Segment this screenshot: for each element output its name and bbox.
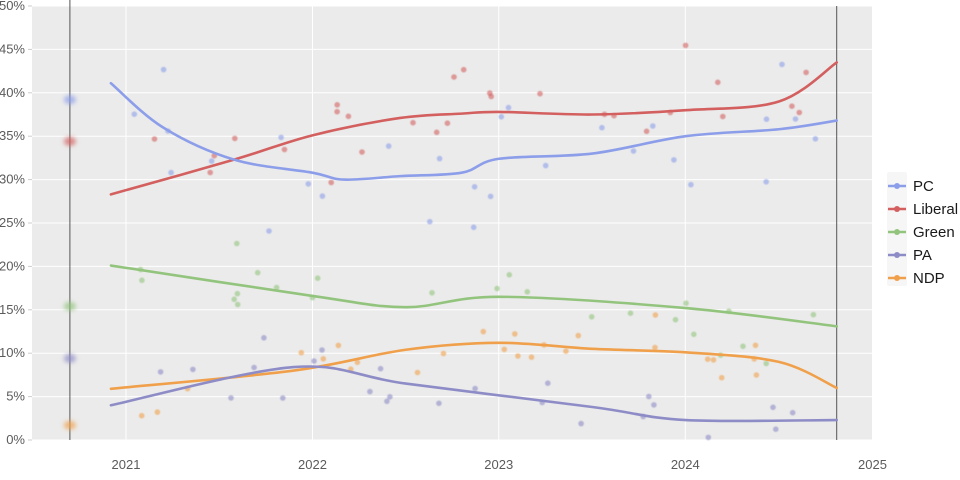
svg-text:Liberal: Liberal xyxy=(913,201,958,218)
svg-text:2023: 2023 xyxy=(484,457,513,472)
svg-text:2022: 2022 xyxy=(298,457,327,472)
svg-text:NDP: NDP xyxy=(913,270,945,287)
svg-text:40%: 40% xyxy=(0,85,25,100)
svg-text:30%: 30% xyxy=(0,172,25,187)
svg-text:25%: 25% xyxy=(0,215,25,230)
svg-text:2025: 2025 xyxy=(858,457,887,472)
svg-text:PA: PA xyxy=(913,247,932,264)
svg-text:2021: 2021 xyxy=(112,457,141,472)
svg-text:20%: 20% xyxy=(0,258,25,273)
svg-text:5%: 5% xyxy=(6,389,25,404)
svg-text:2024: 2024 xyxy=(671,457,700,472)
svg-text:45%: 45% xyxy=(0,41,25,56)
svg-text:35%: 35% xyxy=(0,128,25,143)
svg-text:10%: 10% xyxy=(0,345,25,360)
svg-text:0%: 0% xyxy=(6,432,25,447)
svg-text:50%: 50% xyxy=(0,0,25,13)
svg-text:Green: Green xyxy=(913,224,955,241)
svg-text:PC: PC xyxy=(913,178,934,195)
svg-text:15%: 15% xyxy=(0,302,25,317)
